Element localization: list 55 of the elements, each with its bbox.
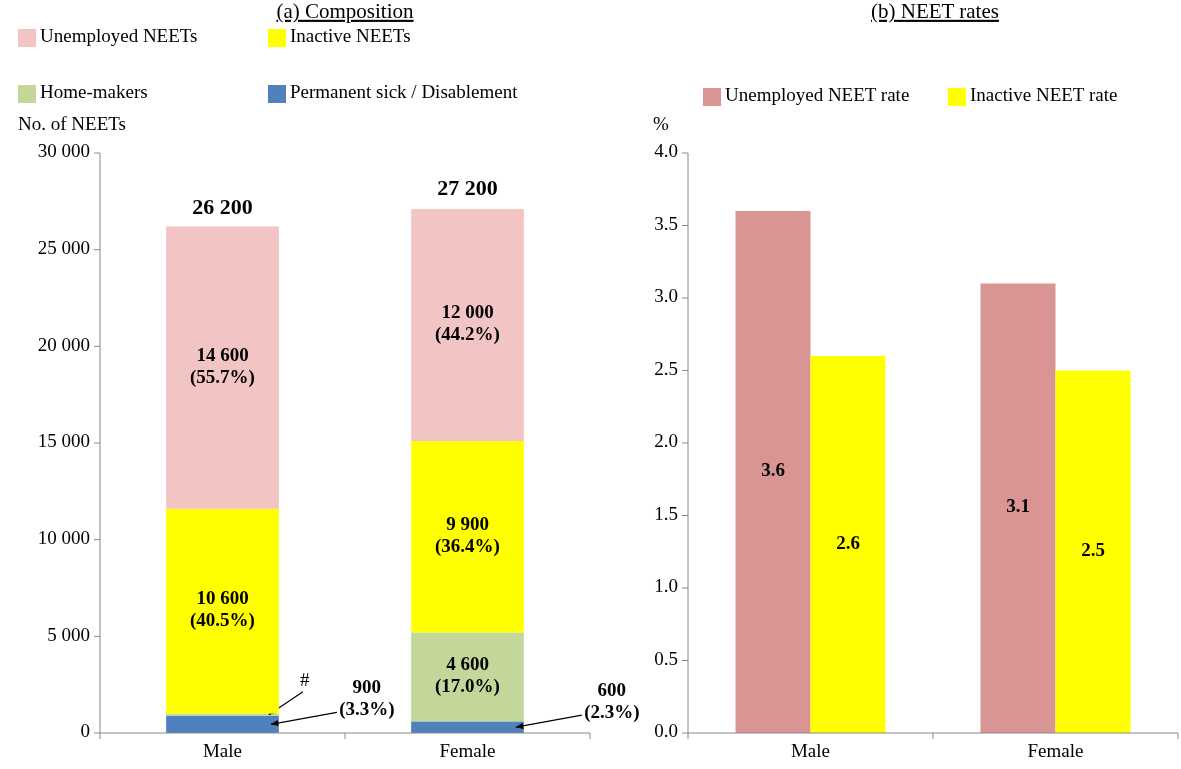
x-tick-label: Male	[790, 740, 831, 761]
bar	[411, 632, 524, 722]
bar	[166, 715, 279, 733]
y-axis-title: No. of NEETs	[18, 113, 126, 134]
bar	[411, 441, 524, 633]
y-tick-label: 10 000	[37, 527, 90, 549]
data-label: 9 900 (36.4%)	[435, 513, 500, 558]
y-tick-label: 2.0	[654, 430, 678, 452]
bar	[166, 508, 279, 714]
bar	[980, 283, 1056, 733]
legend-label: Inactive NEETs	[290, 25, 411, 47]
x-tick-label: Female	[1027, 740, 1084, 761]
data-label: 3.6	[761, 459, 785, 481]
legend-label: Permanent sick / Disablement	[290, 81, 519, 103]
data-label: 900 (3.3%)	[339, 676, 395, 721]
y-tick-label: 0	[80, 720, 90, 742]
y-tick-label: 1.5	[654, 502, 678, 524]
y-tick-label: 15 000	[37, 430, 90, 452]
y-tick-label: 0.5	[654, 647, 678, 669]
data-label: 2.6	[836, 531, 860, 553]
bar	[411, 721, 524, 733]
legend-label: Unemployed NEET rate	[725, 84, 910, 106]
bar	[411, 209, 524, 442]
legend-label: Unemployed NEETs	[40, 25, 198, 47]
data-label: 14 600 (55.7%)	[190, 344, 255, 388]
data-label: 12 000 (44.2%)	[435, 301, 500, 346]
x-tick-label: Female	[439, 740, 496, 761]
data-label: 4 600 (17.0%)	[435, 653, 500, 698]
chart-title: (b) NEET rates	[871, 0, 999, 23]
data-label: #	[300, 668, 311, 690]
legend-label: Inactive NEET rate	[970, 84, 1118, 106]
y-tick-label: 20 000	[37, 333, 90, 355]
bar	[810, 356, 886, 733]
bar	[166, 226, 279, 509]
annotation: 26 200	[192, 194, 253, 220]
bar	[1055, 370, 1131, 733]
chart-title: (a) Composition	[276, 0, 415, 23]
y-tick-label: 4.0	[654, 140, 678, 162]
x-tick-label: Male	[202, 740, 243, 761]
y-tick-label: 25 000	[37, 237, 90, 259]
y-tick-label: 1.0	[654, 575, 678, 597]
y-tick-label: 3.0	[654, 285, 678, 307]
y-tick-label: 2.5	[654, 357, 678, 379]
legend-label: Home-makers	[40, 81, 148, 103]
data-label: 600 (2.3%)	[584, 679, 640, 724]
data-label: 10 600 (40.5%)	[190, 587, 255, 632]
y-tick-label: 3.5	[654, 212, 678, 234]
y-tick-label: 5 000	[47, 623, 90, 645]
y-tick-label: 0.0	[654, 720, 678, 742]
y-tick-label: 30 000	[37, 140, 90, 162]
y-axis-title: %	[653, 113, 669, 134]
data-label: 3.1	[1006, 495, 1030, 517]
annotation: 27 200	[437, 175, 498, 201]
bar	[735, 211, 811, 733]
data-label: 2.5	[1081, 539, 1105, 561]
